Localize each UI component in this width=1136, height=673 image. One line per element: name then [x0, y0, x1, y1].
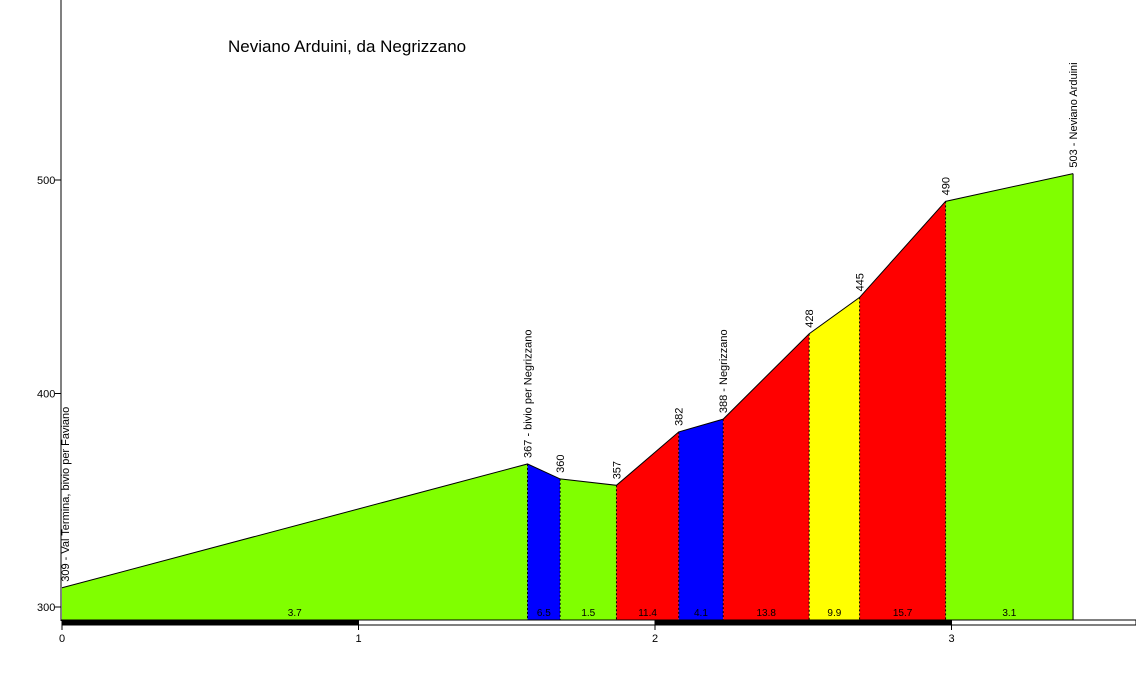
- point-label: 382: [674, 408, 686, 426]
- point-label: 428: [804, 309, 816, 327]
- gradient-label: 13.8: [756, 608, 776, 619]
- gradient-label: 3.1: [1002, 608, 1016, 619]
- x-km-bar: [61, 619, 359, 626]
- segment-fill: [62, 463, 528, 621]
- gradient-label: 15.7: [893, 608, 913, 619]
- gradient-label: 11.4: [638, 608, 657, 619]
- chart-title: Neviano Arduini, da Negrizzano: [228, 37, 466, 56]
- point-label: 503 - Neviano Arduini: [1068, 62, 1080, 167]
- segment-fill: [678, 419, 724, 621]
- segment-fill: [560, 478, 617, 621]
- x-tick-label: 0: [59, 633, 65, 645]
- axes: 300 400 500 0 1 2 3: [37, 0, 1136, 645]
- segment-fill: [723, 333, 810, 621]
- point-label: 445: [855, 273, 867, 291]
- gradient-label: 9.9: [827, 608, 841, 619]
- point-label: 367 - bivio per Negrizzano: [523, 330, 535, 458]
- x-tick-label: 2: [652, 633, 658, 645]
- segment-fill: [809, 297, 860, 621]
- segment-fills: [62, 173, 1074, 621]
- point-label: 357: [611, 461, 623, 479]
- x-km-bar: [654, 619, 952, 626]
- point-labels: 309 - Val Termina, bivio per Faviano 367 …: [60, 62, 1080, 581]
- point-label: 309 - Val Termina, bivio per Faviano: [60, 407, 72, 582]
- profile-outline: [61, 173, 1074, 621]
- segment-fill: [616, 431, 679, 621]
- point-label: 490: [941, 177, 953, 195]
- gradient-label: 6.5: [537, 608, 551, 619]
- point-label: 360: [555, 455, 567, 473]
- point-label: 388 - Negrizzano: [718, 329, 730, 413]
- x-km-bar: [358, 619, 656, 626]
- profile-line: [61, 173, 1074, 589]
- gradient-label: 3.7: [288, 608, 302, 619]
- y-tick-label: 500: [37, 175, 55, 187]
- y-tick-label: 400: [37, 389, 55, 401]
- segment-fill: [945, 173, 1074, 621]
- segment-fill: [859, 201, 946, 621]
- segment-fill: [527, 463, 561, 621]
- y-tick-label: 300: [37, 602, 55, 614]
- x-tick-label: 3: [948, 633, 954, 645]
- gradient-label: 4.1: [694, 608, 708, 619]
- x-tick-label: 1: [355, 633, 361, 645]
- x-km-bar: [951, 619, 1136, 626]
- gradient-label: 1.5: [581, 608, 595, 619]
- gradient-labels: 3.7 6.5 1.5 11.4 4.1 13.8 9.9 15.7 3.1: [288, 608, 1017, 619]
